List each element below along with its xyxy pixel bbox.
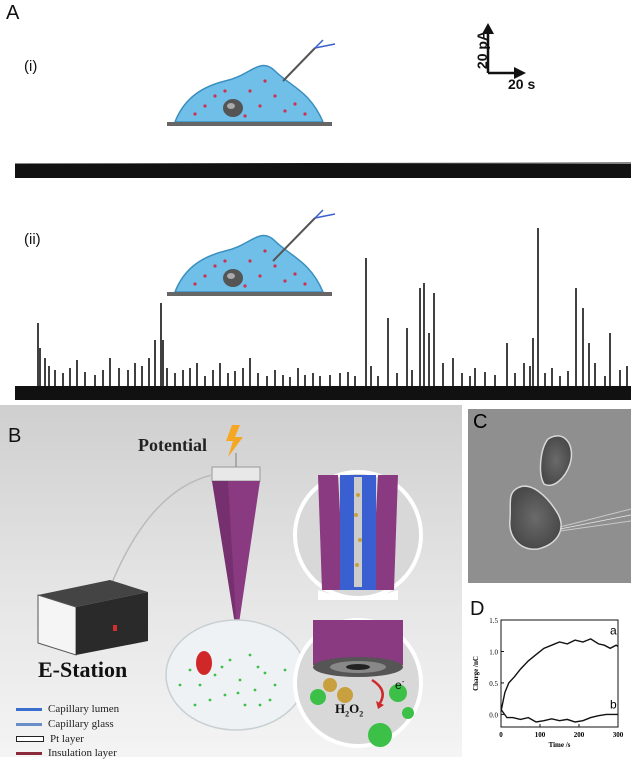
electron-label: e-: [395, 677, 405, 692]
panel-b-letter: B: [8, 425, 22, 447]
panel-c-micrograph: C: [468, 409, 631, 583]
series-label-b: b: [610, 697, 617, 711]
schematic-drawing: [37, 425, 423, 748]
y-tick-label: 1.5: [489, 617, 498, 625]
e-station-label: E-Station: [38, 657, 128, 682]
series-line-b: [500, 708, 618, 723]
x-axis-label: Time /s: [549, 741, 571, 749]
panel-a-sub-i: (i): [24, 58, 38, 75]
legend-swatch: [16, 736, 44, 743]
legend-swatch: [16, 751, 42, 755]
x-tick-label: 100: [535, 731, 546, 739]
chart-frame: [500, 619, 619, 728]
y-tick-label: 1.0: [489, 648, 498, 656]
h2o2-label: H2O2: [335, 701, 364, 719]
legend-insulation-layer: Insulation layer: [16, 747, 117, 759]
lightning-icon: [226, 425, 243, 457]
cell-illustration-i: [167, 39, 336, 126]
droplet: [165, 619, 307, 731]
legend-capillary-glass: Capillary glass: [16, 718, 114, 730]
cell-illustration-ii: [167, 209, 336, 296]
trace-i: [15, 162, 631, 178]
legend-swatch: [16, 707, 42, 711]
scale-y-label: 20 pA: [474, 30, 490, 70]
scale-bar: [482, 23, 526, 79]
potential-label: Potential: [138, 435, 207, 455]
y-tick-label: 0.5: [489, 680, 498, 688]
series-label-a: a: [610, 623, 617, 637]
micrograph-image: [509, 435, 631, 550]
scale-x-label: 20 s: [508, 76, 536, 92]
panel-a-letter: A: [6, 2, 20, 24]
legend-pt-layer: Pt layer: [16, 733, 84, 745]
series-line-a: [500, 638, 619, 712]
trace-ii: [15, 228, 631, 400]
panel-a-sub-ii: (ii): [24, 231, 41, 248]
x-tick-label: 300: [613, 731, 624, 739]
legend-capillary-lumen: Capillary lumen: [16, 703, 119, 715]
panel-c-letter: C: [473, 411, 488, 433]
y-tick-label: 0.0: [489, 711, 498, 719]
y-axis-label: Charge /nC: [472, 656, 480, 691]
legend-swatch: [16, 722, 42, 726]
x-tick-label: 200: [574, 731, 585, 739]
trace-ii-baseline: [15, 386, 631, 400]
panel-b-schematic: B Potential: [0, 405, 462, 759]
panel-d-letter: D: [470, 598, 485, 620]
x-tick-label: 0: [499, 731, 503, 739]
